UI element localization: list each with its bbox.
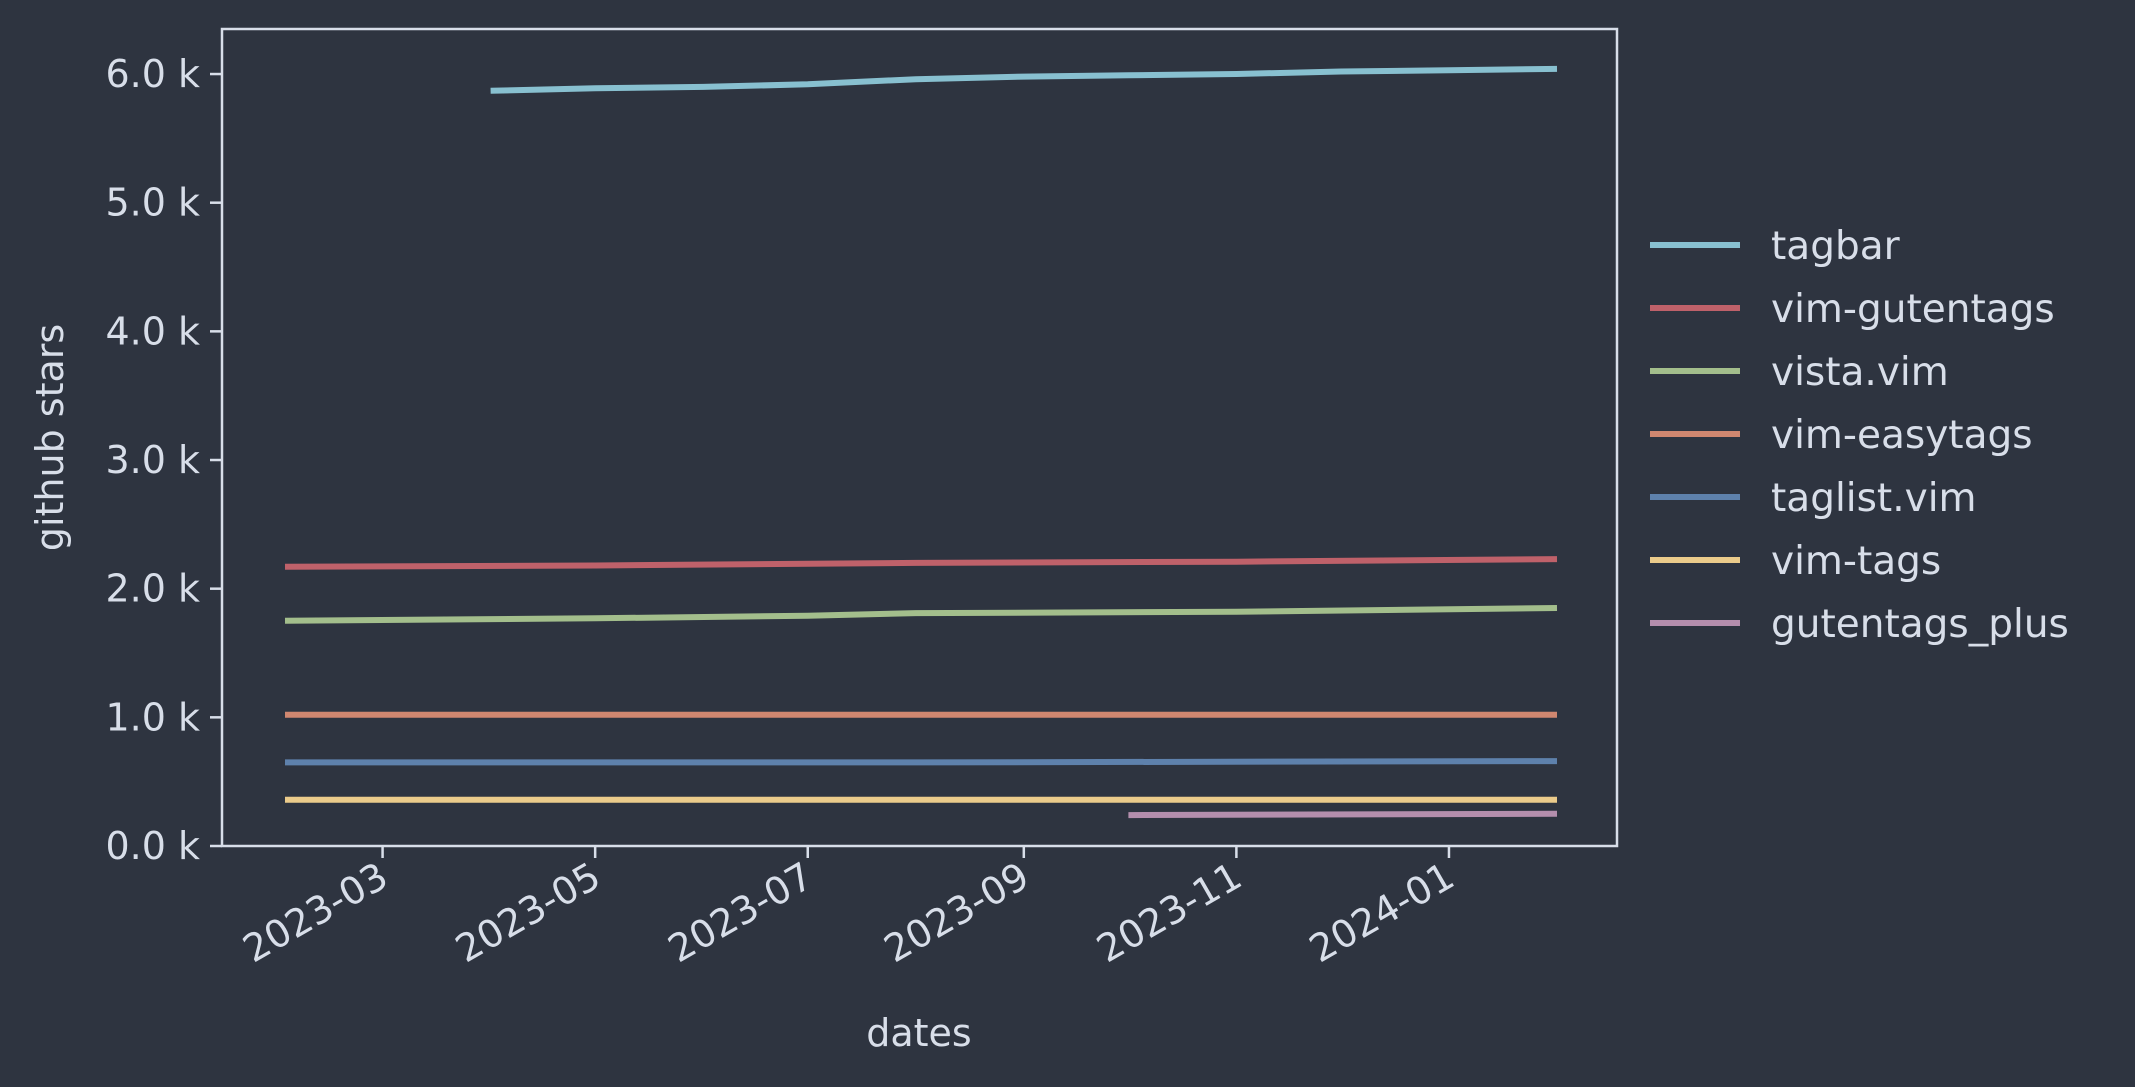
series-line-vim-gutentags	[284, 556, 1558, 570]
y-tick-label: 5.0 k	[105, 181, 200, 225]
series-line-vista-vim	[284, 605, 1558, 624]
legend-label: vista.vim	[1771, 350, 1949, 395]
legend-label: vim-tags	[1771, 539, 1941, 584]
legend-label: vim-easytags	[1771, 413, 2033, 458]
series-line-tagbar	[490, 65, 1558, 94]
series-lines	[284, 65, 1558, 819]
x-axis-label: dates	[866, 1011, 971, 1055]
y-axis-ticks: 0.0 k 1.0 k 2.0 k 3.0 k 4.0 k 5.0 k 6.0 k	[105, 52, 222, 868]
y-tick-label: 4.0 k	[105, 309, 200, 353]
legend-label: gutentags_plus	[1771, 602, 2069, 647]
legend: tagbar vim-gutentags vista.vim vim-easytags…	[1650, 224, 2069, 647]
legend-label: vim-gutentags	[1771, 287, 2055, 332]
series-line-taglist-vim	[285, 758, 1558, 766]
y-tick-label: 3.0 k	[105, 438, 200, 482]
y-tick-label: 0.0 k	[105, 824, 200, 868]
y-axis-label: github stars	[28, 324, 72, 551]
y-tick-label: 6.0 k	[105, 52, 200, 96]
y-tick-label: 1.0 k	[105, 695, 200, 739]
plot-area-frame	[220, 27, 1619, 848]
y-tick-label: 2.0 k	[105, 567, 200, 611]
series-line-gutentags-plus	[1128, 810, 1558, 819]
legend-label: taglist.vim	[1771, 476, 1977, 521]
legend-label: tagbar	[1771, 224, 1901, 269]
